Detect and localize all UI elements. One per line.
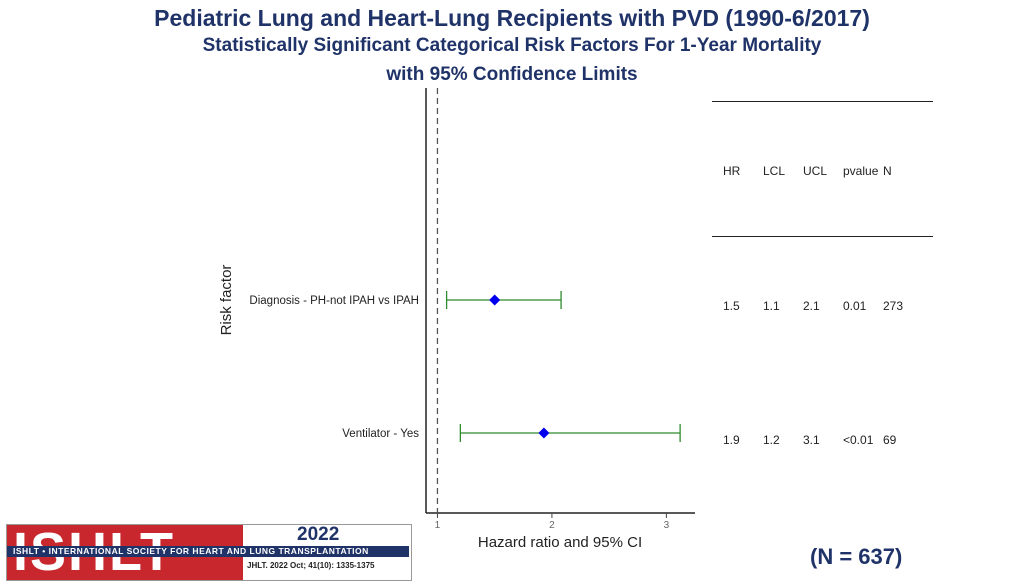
- table-cell-r2-n: 69: [883, 433, 897, 447]
- title-block: Pediatric Lung and Heart-Lung Recipients…: [0, 4, 1024, 87]
- table-cell-r1-hr: 1.5: [723, 299, 740, 313]
- x-tick-label: 1: [435, 520, 441, 531]
- logo-band: ISHLT • INTERNATIONAL SOCIETY FOR HEART …: [7, 546, 409, 557]
- hazard-ratio-point: [489, 294, 501, 306]
- table-header-pvalue: pvalue: [843, 164, 879, 178]
- risk-factor-label: Ventilator - Yes: [342, 428, 419, 440]
- table-header-ucl: UCL: [803, 164, 828, 178]
- ishlt-logo: ISHLT ISHLT • INTERNATIONAL SOCIETY FOR …: [6, 523, 412, 581]
- subtitle: Statistically Significant Categorical Ri…: [202, 35, 822, 56]
- logo-band-text: ISHLT • INTERNATIONAL SOCIETY FOR HEART …: [13, 546, 369, 556]
- logo-citation: JHLT. 2022 Oct; 41(10): 1335-1375: [247, 561, 375, 570]
- x-tick-label: 2: [549, 520, 555, 531]
- x-axis-label: Hazard ratio and 95% CI: [478, 534, 642, 551]
- table-cell-r1-ucl: 2.1: [803, 299, 820, 313]
- hazard-ratio-point: [538, 427, 550, 439]
- n-count: (N = 637): [810, 544, 903, 569]
- subtitle-line2: with 95% Confidence Limits: [386, 64, 638, 85]
- table-cell-r2-pvalue: <0.01: [843, 433, 874, 447]
- table-header-hr: HR: [723, 164, 741, 178]
- x-tick-label: 3: [664, 520, 670, 531]
- table-top-rule: [712, 101, 933, 102]
- logo-year: 2022: [297, 524, 340, 545]
- table-cell-r1-pvalue: 0.01: [843, 299, 867, 313]
- table-cell-r2-lcl: 1.2: [763, 433, 780, 447]
- y-axis-label: Risk factor: [218, 265, 235, 336]
- risk-factor-label: Diagnosis - PH-not IPAH vs IPAH: [249, 295, 419, 307]
- table-cell-r1-n: 273: [883, 299, 904, 313]
- table-header-rule: [712, 236, 933, 237]
- main-title: Pediatric Lung and Heart-Lung Recipients…: [154, 5, 870, 31]
- table-header-n: N: [883, 164, 892, 178]
- table-header-lcl: LCL: [763, 164, 786, 178]
- table-cell-r2-ucl: 3.1: [803, 433, 820, 447]
- plot-rows: Diagnosis - PH-not IPAH vs IPAH Ventilato…: [249, 291, 681, 442]
- table-cell-r2-hr: 1.9: [723, 433, 740, 447]
- x-ticks: 1 2 3: [435, 513, 670, 531]
- table-cell-r1-lcl: 1.1: [763, 299, 780, 313]
